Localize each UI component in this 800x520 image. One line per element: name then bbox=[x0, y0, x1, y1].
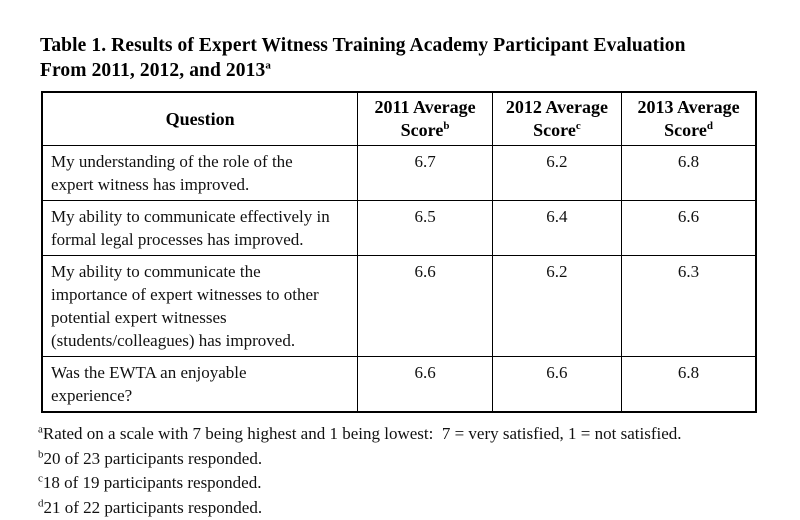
score-cell-2011: 6.5 bbox=[358, 201, 492, 256]
footnote-a-text: Rated on a scale with 7 being highest an… bbox=[43, 424, 682, 443]
column-header-2013-marker: d bbox=[707, 120, 713, 132]
score-cell-2012: 6.2 bbox=[492, 256, 621, 357]
column-header-question-label: Question bbox=[166, 109, 235, 129]
score-cell-2013: 6.8 bbox=[622, 357, 756, 413]
question-cell: Was the EWTA an enjoyable experience? bbox=[42, 357, 358, 413]
footnote-c-text: 18 of 19 participants responded. bbox=[43, 473, 262, 492]
table-row: Was the EWTA an enjoyable experience? 6.… bbox=[42, 357, 756, 413]
score-cell-2013: 6.3 bbox=[622, 256, 756, 357]
column-header-2012: 2012 Average Scorec bbox=[492, 92, 621, 146]
score-cell-2013: 6.6 bbox=[622, 201, 756, 256]
header-row: Question 2011 Average Scoreb 2012 Averag… bbox=[42, 92, 756, 146]
table-row: My understanding of the role of the expe… bbox=[42, 146, 756, 201]
footnote-b-text: 20 of 23 participants responded. bbox=[44, 449, 263, 468]
table-title-text-1: Table 1. Results of Expert Witness Train… bbox=[40, 35, 686, 56]
question-cell: My ability to communicate the importance… bbox=[42, 256, 358, 357]
score-cell-2011: 6.6 bbox=[358, 256, 492, 357]
score-cell-2011: 6.7 bbox=[358, 146, 492, 201]
table-row: My ability to communicate effectively in… bbox=[42, 201, 756, 256]
score-cell-2013: 6.8 bbox=[622, 146, 756, 201]
column-header-2013-label: 2013 Average Score bbox=[637, 97, 739, 140]
column-header-question: Question bbox=[42, 92, 358, 146]
question-cell: My ability to communicate effectively in… bbox=[42, 201, 358, 256]
footnote-d: d21 of 22 participants responded. bbox=[38, 496, 758, 520]
table-title: Table 1. Results of Expert Witness Train… bbox=[40, 33, 758, 83]
score-cell-2012: 6.6 bbox=[492, 357, 621, 413]
table-title-text-2: From 2011, 2012, and 2013 bbox=[40, 60, 265, 81]
score-cell-2011: 6.6 bbox=[358, 357, 492, 413]
table-row: My ability to communicate the importance… bbox=[42, 256, 756, 357]
column-header-2012-label: 2012 Average Score bbox=[506, 97, 608, 140]
footnote-a: aRated on a scale with 7 being highest a… bbox=[38, 422, 758, 447]
score-cell-2012: 6.4 bbox=[492, 201, 621, 256]
column-header-2013: 2013 Average Scored bbox=[622, 92, 756, 146]
column-header-2011-marker: b bbox=[443, 120, 449, 132]
table-title-line-2: From 2011, 2012, and 2013a bbox=[40, 58, 758, 83]
score-cell-2012: 6.2 bbox=[492, 146, 621, 201]
column-header-2012-marker: c bbox=[576, 120, 581, 132]
column-header-2011: 2011 Average Scoreb bbox=[358, 92, 492, 146]
footnote-c: c18 of 19 participants responded. bbox=[38, 471, 758, 496]
footnotes: aRated on a scale with 7 being highest a… bbox=[38, 422, 758, 520]
results-table: Question 2011 Average Scoreb 2012 Averag… bbox=[41, 91, 757, 413]
column-header-2011-label: 2011 Average Score bbox=[374, 97, 475, 140]
title-footnote-marker: a bbox=[265, 60, 271, 72]
footnote-d-text: 21 of 22 participants responded. bbox=[44, 498, 263, 517]
footnote-b: b20 of 23 participants responded. bbox=[38, 447, 758, 472]
table-title-line-1: Table 1. Results of Expert Witness Train… bbox=[40, 33, 758, 58]
question-cell: My understanding of the role of the expe… bbox=[42, 146, 358, 201]
